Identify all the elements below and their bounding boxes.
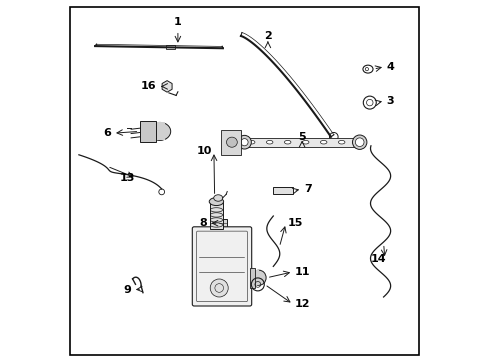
Ellipse shape <box>248 140 254 144</box>
Ellipse shape <box>320 140 326 144</box>
Bar <box>209 202 223 229</box>
Ellipse shape <box>237 135 251 149</box>
Text: 7: 7 <box>303 184 311 194</box>
Text: 5: 5 <box>298 132 305 142</box>
Ellipse shape <box>284 140 290 144</box>
Circle shape <box>241 139 247 146</box>
Text: 10: 10 <box>196 146 212 156</box>
Bar <box>249 268 255 288</box>
Text: 8: 8 <box>199 218 206 228</box>
Bar <box>251 270 258 285</box>
Ellipse shape <box>352 135 366 149</box>
Text: 16: 16 <box>141 81 156 91</box>
Circle shape <box>355 138 363 147</box>
Text: 12: 12 <box>294 299 310 309</box>
Ellipse shape <box>266 140 272 144</box>
Bar <box>149 122 165 140</box>
Text: 6: 6 <box>103 128 111 138</box>
Text: 2: 2 <box>264 31 271 41</box>
Bar <box>221 130 241 155</box>
Text: 15: 15 <box>287 218 303 228</box>
Text: 13: 13 <box>119 173 134 183</box>
Text: 11: 11 <box>294 267 310 277</box>
Bar <box>218 219 227 228</box>
FancyBboxPatch shape <box>192 227 251 306</box>
Ellipse shape <box>302 140 308 144</box>
Ellipse shape <box>213 195 222 201</box>
Ellipse shape <box>338 140 344 144</box>
Ellipse shape <box>209 198 223 206</box>
Text: 3: 3 <box>386 96 393 106</box>
Text: 4: 4 <box>386 62 394 72</box>
Bar <box>241 138 363 147</box>
Text: 1: 1 <box>174 17 182 27</box>
Text: 14: 14 <box>370 254 386 264</box>
Text: 9: 9 <box>123 285 131 295</box>
Bar <box>166 45 175 49</box>
Ellipse shape <box>251 270 265 285</box>
Ellipse shape <box>226 137 237 147</box>
Bar <box>273 187 292 194</box>
Circle shape <box>210 279 228 297</box>
Ellipse shape <box>149 122 170 140</box>
Bar <box>140 121 156 142</box>
